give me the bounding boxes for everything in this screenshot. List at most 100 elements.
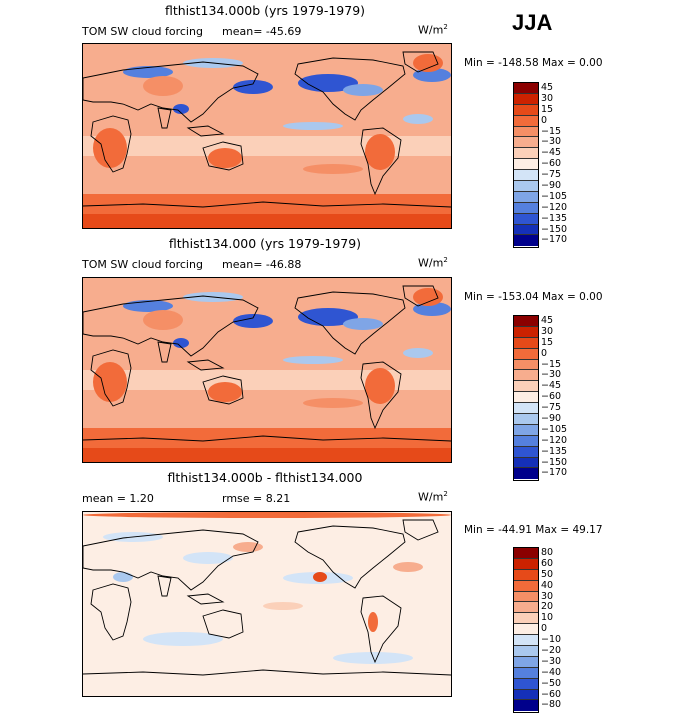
difference-blob <box>313 572 327 582</box>
panel-3-title: flthist134.000b - flthist134.000 <box>167 470 363 485</box>
difference-blob <box>263 602 303 610</box>
colorbar-tick-label: −120 <box>541 434 568 446</box>
difference-blob <box>143 632 223 646</box>
difference-blob <box>183 552 233 564</box>
panel-3-colorbar-ticks: 80 60 50 40 30 20 10 0 −10 −20 −30 −40 −50 −60 −80 <box>541 547 562 711</box>
colorbar-tick-label: 80 <box>541 547 554 558</box>
subtropic-band <box>83 136 451 156</box>
cloud-forcing-blob <box>93 128 127 168</box>
colorbar-tick-label: −10 <box>541 634 562 646</box>
panel-2-left-label: TOM SW cloud forcing <box>82 258 203 271</box>
coastline <box>294 57 406 121</box>
cloud-forcing-blob <box>343 318 383 330</box>
colorbar-swatch <box>514 126 538 138</box>
difference-blob <box>368 612 378 632</box>
colorbar-tick-label: −135 <box>541 212 568 224</box>
colorbar-swatch <box>514 700 538 712</box>
colorbar-tick-label: 15 <box>541 336 554 348</box>
colorbar-swatch <box>514 667 538 679</box>
colorbar-tick-label: −15 <box>541 358 562 370</box>
colorbar-tick-label: −15 <box>541 125 562 137</box>
panel-2-map <box>82 277 452 463</box>
panel-1-units: W/m2 <box>418 23 448 37</box>
coastline <box>202 375 244 405</box>
colorbar-swatch <box>514 678 538 690</box>
colorbar-swatch <box>514 224 538 236</box>
colorbar-swatch <box>514 569 538 581</box>
colorbar-tick-label: −170 <box>541 234 568 246</box>
colorbar-swatch <box>514 83 538 94</box>
colorbar-swatch <box>514 326 538 338</box>
colorbar-tick-label: −80 <box>541 699 562 711</box>
panel-1-map <box>82 43 452 229</box>
cloud-forcing-blob <box>283 356 343 364</box>
panel-3-rmse: rmse = 8.21 <box>222 492 291 505</box>
colorbar-swatch <box>514 137 538 149</box>
coastline <box>90 115 132 173</box>
cloud-forcing-blob <box>403 348 433 358</box>
colorbar-tick-label: −105 <box>541 423 568 435</box>
coastline <box>186 125 225 137</box>
colorbar-tick-label: 15 <box>541 103 554 115</box>
cloud-forcing-blob <box>303 164 363 174</box>
cloud-forcing-blob <box>208 148 242 168</box>
coastline <box>402 285 439 307</box>
colorbar-tick-label: −60 <box>541 688 562 700</box>
coastline <box>90 583 132 641</box>
coastline <box>186 359 225 371</box>
colorbar-swatch <box>514 370 538 382</box>
coastline <box>186 593 225 605</box>
coastline <box>83 529 259 591</box>
colorbar-swatch <box>514 403 538 415</box>
cloud-forcing-blob <box>413 68 451 82</box>
coastline <box>157 341 172 363</box>
colorbar-swatch <box>514 181 538 192</box>
antarctic-band <box>83 448 451 462</box>
colorbar-tick-label: −50 <box>541 677 562 689</box>
colorbar-swatch <box>514 392 538 404</box>
difference-blob <box>113 572 133 582</box>
colorbar-swatch <box>514 359 538 371</box>
colorbar-tick-label: 45 <box>541 315 554 326</box>
colorbar-tick-label: −60 <box>541 158 562 170</box>
colorbar-tick-label: 20 <box>541 601 554 613</box>
subtropic-band <box>83 370 451 390</box>
cloud-forcing-blob <box>173 104 189 114</box>
panel-1-minmax: Min = -148.58 Max = 0.00 <box>464 57 603 69</box>
cloud-forcing-blob <box>143 310 183 330</box>
panel-2-colorbar-ticks: 45 30 15 0 −15 −30 −45 −60 −75 −90 −105 −120 −135 −15… <box>541 315 568 479</box>
cloud-forcing-blob <box>343 84 383 96</box>
coastline <box>202 141 244 171</box>
cloud-forcing-blob <box>298 308 358 326</box>
coastline <box>157 107 172 129</box>
colorbar-tick-label: 40 <box>541 579 554 591</box>
colorbar-tick-label: −45 <box>541 380 562 392</box>
antarctic-band <box>83 214 451 228</box>
colorbar-swatch <box>514 348 538 360</box>
colorbar-swatch <box>514 337 538 349</box>
colorbar-swatch <box>514 93 538 105</box>
coastline <box>360 127 402 196</box>
colorbar-swatch <box>514 424 538 436</box>
panel-1-left-label: TOM SW cloud forcing <box>82 25 203 38</box>
colorbar-swatch <box>514 602 538 614</box>
colorbar-tick-label: −105 <box>541 190 568 202</box>
colorbar-swatch <box>514 115 538 127</box>
panel-2-title: flthist134.000 (yrs 1979-1979) <box>168 236 362 251</box>
panel-3-units: W/m2 <box>418 490 448 504</box>
colorbar-tick-label: −75 <box>541 402 562 414</box>
colorbar-tick-label: −75 <box>541 169 562 181</box>
panel-1-mean: mean= -45.69 <box>222 25 302 38</box>
coastline <box>294 291 406 355</box>
colorbar-swatch <box>514 170 538 182</box>
difference-blob <box>83 512 451 518</box>
colorbar-tick-label: −40 <box>541 666 562 678</box>
coastline <box>90 349 132 407</box>
colorbar-swatch <box>514 159 538 171</box>
colorbar-tick-label: −150 <box>541 223 568 235</box>
cloud-forcing-blob <box>365 368 395 404</box>
coastline <box>83 669 451 676</box>
coastline <box>360 595 402 664</box>
panel-3-mean: mean = 1.20 <box>82 492 154 505</box>
colorbar-swatch <box>514 591 538 603</box>
